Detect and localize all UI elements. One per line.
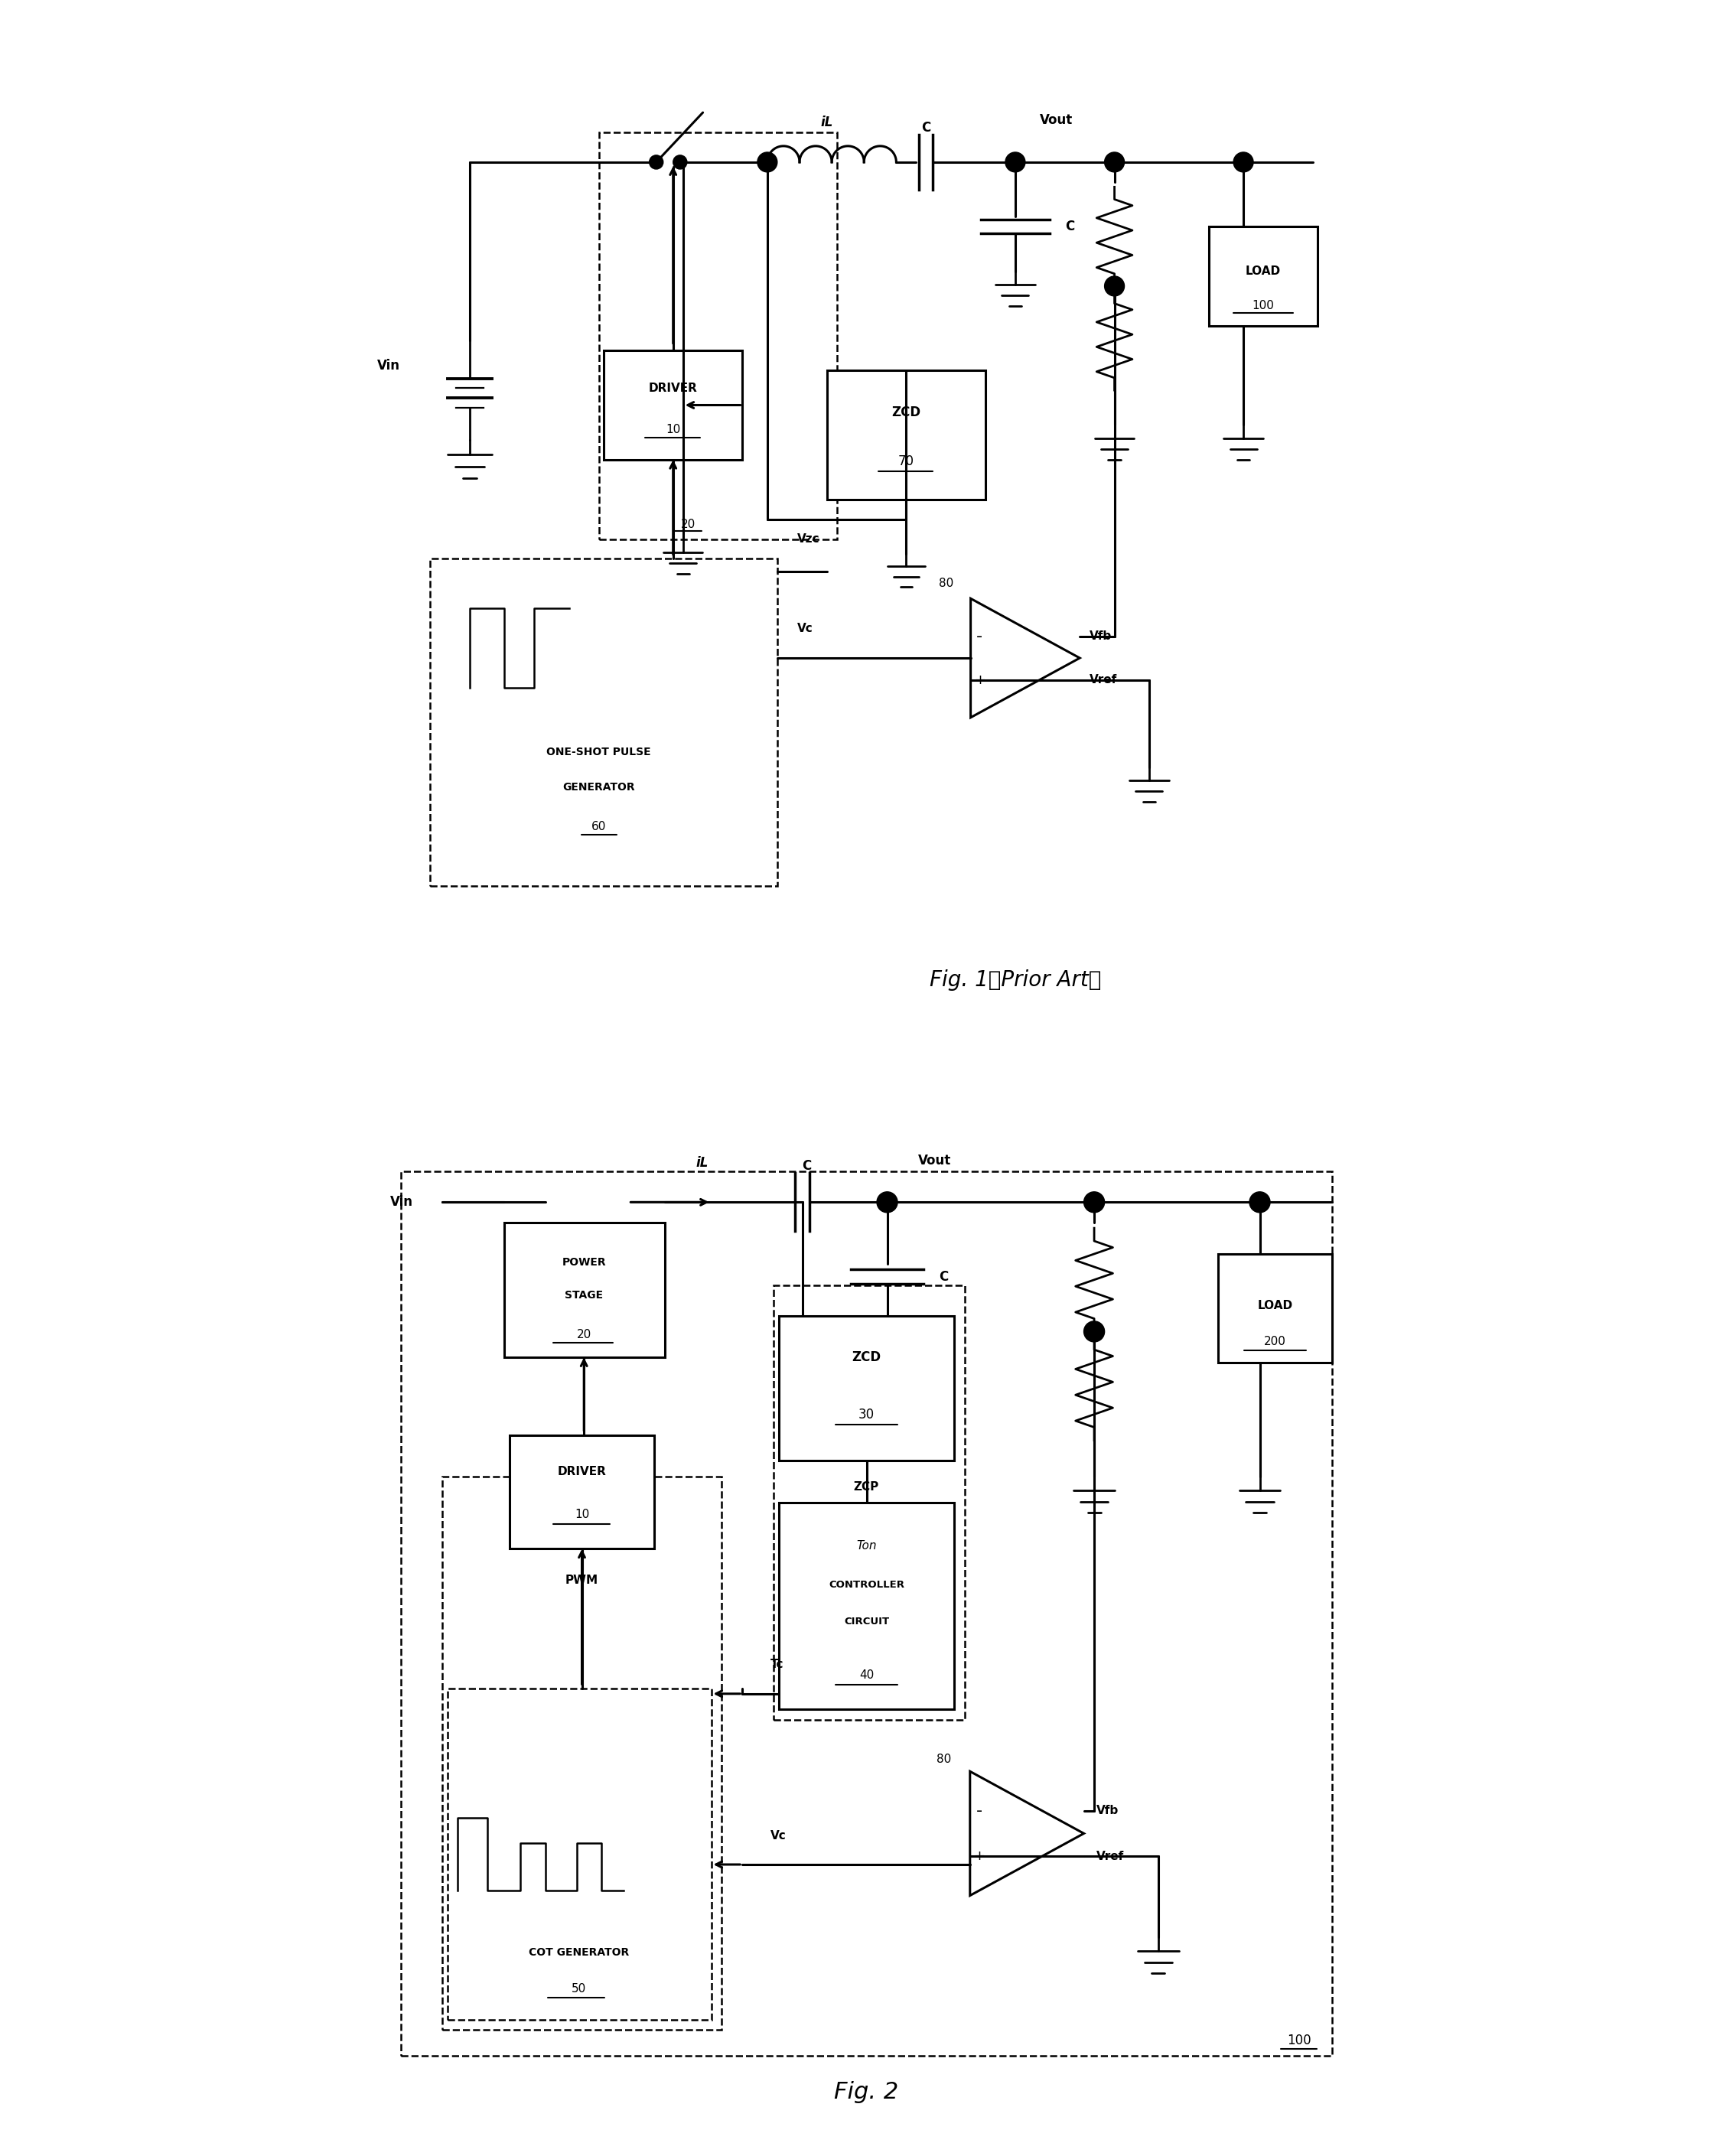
Circle shape — [1083, 1192, 1104, 1212]
Text: 20: 20 — [681, 517, 695, 530]
Text: C: C — [939, 1270, 948, 1283]
Text: 10: 10 — [665, 425, 681, 436]
Bar — [1208, 226, 1317, 326]
Text: 70: 70 — [898, 455, 915, 468]
Circle shape — [1104, 276, 1125, 295]
Text: 10: 10 — [575, 1509, 589, 1520]
Text: Vref: Vref — [1090, 675, 1118, 686]
Text: 20: 20 — [577, 1328, 591, 1341]
Text: LOAD: LOAD — [1246, 265, 1281, 276]
Text: Vin: Vin — [378, 358, 400, 373]
Text: Fig. 2: Fig. 2 — [834, 2081, 899, 2104]
Circle shape — [1005, 153, 1026, 172]
Bar — [442, 1477, 721, 2031]
Text: CIRCUIT: CIRCUIT — [844, 1617, 889, 1626]
Text: STAGE: STAGE — [565, 1289, 603, 1300]
Text: C: C — [1064, 220, 1074, 233]
Text: ZCD: ZCD — [853, 1350, 880, 1365]
Text: +: + — [974, 1850, 984, 1863]
Text: DRIVER: DRIVER — [648, 382, 698, 395]
Text: 100: 100 — [1253, 300, 1274, 313]
Bar — [773, 1285, 965, 1720]
Text: Ton: Ton — [856, 1539, 877, 1552]
Text: Fig. 1（Prior Art）: Fig. 1（Prior Art） — [929, 970, 1100, 992]
Text: PWM: PWM — [565, 1574, 598, 1585]
Text: CONTROLLER: CONTROLLER — [828, 1580, 905, 1591]
Text: Vout: Vout — [918, 1153, 951, 1169]
Circle shape — [1104, 153, 1125, 172]
Bar — [400, 1171, 1333, 2057]
Circle shape — [672, 155, 686, 168]
Bar — [603, 351, 742, 459]
Text: C: C — [802, 1160, 811, 1173]
Text: 50: 50 — [572, 1984, 586, 1994]
Circle shape — [1083, 1322, 1104, 1341]
Text: Vfb: Vfb — [1090, 630, 1113, 642]
Text: 60: 60 — [591, 821, 607, 832]
Text: Vref: Vref — [1097, 1850, 1125, 1863]
Circle shape — [877, 1192, 898, 1212]
Bar — [447, 1688, 711, 2020]
Text: Vc: Vc — [769, 1830, 787, 1841]
Bar — [778, 1315, 955, 1462]
Bar — [504, 1222, 665, 1358]
Text: 200: 200 — [1265, 1337, 1286, 1348]
Text: +: + — [974, 673, 986, 688]
Text: Vout: Vout — [1040, 114, 1073, 127]
Text: ZCP: ZCP — [854, 1481, 879, 1492]
Text: iL: iL — [820, 116, 834, 129]
Text: Vin: Vin — [390, 1194, 414, 1210]
Text: 100: 100 — [1288, 2033, 1312, 2048]
Text: 40: 40 — [860, 1669, 873, 1682]
Text: -: - — [976, 630, 983, 645]
Text: DRIVER: DRIVER — [558, 1466, 607, 1477]
Text: Tc: Tc — [769, 1658, 783, 1671]
Text: ZCD: ZCD — [891, 405, 920, 418]
Circle shape — [1249, 1192, 1270, 1212]
Text: -: - — [976, 1802, 983, 1818]
Text: ONE-SHOT PULSE: ONE-SHOT PULSE — [546, 746, 652, 757]
Text: Vc: Vc — [797, 623, 813, 634]
Bar — [827, 371, 986, 500]
Text: POWER: POWER — [561, 1257, 607, 1268]
Text: LOAD: LOAD — [1258, 1300, 1293, 1311]
Text: 30: 30 — [858, 1408, 875, 1421]
Circle shape — [757, 153, 776, 172]
Circle shape — [1234, 153, 1253, 172]
Text: Vzc: Vzc — [797, 533, 820, 545]
Bar — [598, 132, 837, 539]
Text: C: C — [922, 121, 931, 134]
Text: COT GENERATOR: COT GENERATOR — [529, 1947, 629, 1958]
Text: 80: 80 — [938, 1753, 951, 1766]
Bar — [430, 558, 776, 886]
Bar — [1218, 1255, 1333, 1363]
Text: iL: iL — [695, 1156, 709, 1171]
Circle shape — [650, 155, 664, 168]
Bar — [778, 1503, 955, 1710]
Text: 80: 80 — [939, 578, 953, 589]
Text: Vfb: Vfb — [1097, 1805, 1118, 1818]
Bar — [510, 1436, 655, 1548]
Text: GENERATOR: GENERATOR — [563, 783, 634, 791]
